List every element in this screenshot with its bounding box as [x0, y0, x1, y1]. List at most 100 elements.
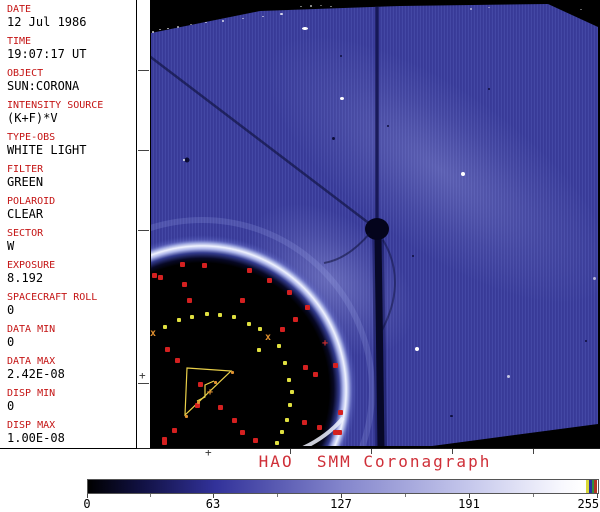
metadata-field: POLAROID CLEAR [7, 196, 136, 221]
dark-speck [450, 415, 453, 417]
field-label: TYPE-OBS [7, 132, 56, 143]
bottom-axis-tick [533, 449, 534, 454]
yellow-fiducial-dot [218, 313, 222, 317]
field-value: SUN:CORONA [7, 79, 80, 93]
red-fiducial-dot [333, 430, 338, 435]
red-fiducial-dot [253, 438, 258, 443]
image-title: HAO SMM Coronagraph [258, 452, 492, 471]
yellow-fiducial-dot [287, 378, 291, 382]
star-speck [167, 28, 169, 29]
yellow-fiducial-dot [190, 315, 194, 319]
orange-vertex-dot [197, 401, 200, 404]
pylon-knob [365, 218, 389, 240]
field-label: DISP MIN [7, 388, 56, 399]
dust-spot [184, 157, 190, 163]
colorbar-tick-label: 0 [83, 497, 91, 511]
colorbar-tick [341, 494, 342, 498]
colorbar-minor-tick [405, 494, 406, 497]
field-label: FILTER [7, 164, 44, 175]
yellow-fiducial-dot [277, 344, 281, 348]
metadata-field-list: DATE 12 Jul 1986 TIME 19:07:17 UT OBJECT SUN:… [7, 4, 136, 445]
yellow-fiducial-dot [290, 390, 294, 394]
field-value: 0 [7, 399, 15, 413]
red-fiducial-dot [182, 282, 187, 287]
field-value: 1.00E-08 [7, 431, 65, 445]
field-value: W [7, 239, 15, 253]
orange-vertex-dot [185, 415, 188, 418]
colorbar-minor-tick [533, 494, 534, 497]
yellow-fiducial-dot [280, 430, 284, 434]
field-label: OBJECT [7, 68, 44, 79]
star-speck [190, 24, 192, 25]
star-speck [415, 347, 419, 351]
star-speck [340, 97, 344, 100]
field-value: GREEN [7, 175, 44, 189]
yellow-fiducial-dot [257, 348, 261, 352]
red-fiducial-dot [202, 263, 207, 268]
star-speck [183, 159, 185, 161]
metadata-field: DATE 12 Jul 1986 [7, 4, 136, 29]
star-speck [302, 27, 308, 30]
field-label: POLAROID [7, 196, 56, 207]
star-speck [300, 6, 302, 7]
orange-vertex-dot [214, 381, 217, 384]
fiducial-cross-marker: + [322, 338, 329, 349]
red-fiducial-dot [240, 430, 245, 435]
image-bottom-border [137, 448, 600, 449]
dark-speck [488, 88, 490, 90]
bright-limb-arc [284, 416, 345, 446]
field-value: 0 [7, 335, 15, 349]
diagonal-wire-shadow [151, 54, 371, 225]
red-fiducial-dot [313, 372, 318, 377]
left-axis-tick [138, 383, 149, 384]
fiducial-cross-marker: + [207, 387, 214, 398]
colorbar-minor-tick [150, 494, 151, 497]
star-speck [280, 13, 283, 15]
yellow-fiducial-dot [288, 403, 292, 407]
yellow-fiducial-dot [275, 441, 279, 445]
red-fiducial-dot [303, 365, 308, 370]
field-label: DATA MAX [7, 356, 56, 367]
star-speck [507, 375, 510, 378]
red-fiducial-dot [162, 437, 167, 442]
field-label: INTENSITY SOURCE [7, 100, 104, 111]
red-fiducial-dot [302, 420, 307, 425]
red-fiducial-dot [337, 430, 342, 435]
metadata-field: TIME 19:07:17 UT [7, 36, 136, 61]
field-label: TIME [7, 36, 32, 47]
red-fiducial-dot [247, 268, 252, 273]
dark-speck [332, 137, 335, 140]
field-value: 19:07:17 UT [7, 47, 87, 61]
metadata-field: EXPOSURE 8.192 [7, 260, 136, 285]
metadata-sidebar: DATE 12 Jul 1986 TIME 19:07:17 UT OBJECT SUN:… [0, 0, 137, 449]
red-fiducial-dot [317, 425, 322, 430]
red-fiducial-dot [338, 410, 343, 415]
star-speck [159, 29, 161, 30]
star-speck [310, 5, 312, 7]
colorbar-tick-label: 191 [458, 497, 480, 511]
field-label: DISP MAX [7, 420, 56, 431]
red-fiducial-dot [232, 418, 237, 423]
occulting-disk [151, 235, 357, 446]
field-value: 8.192 [7, 271, 44, 285]
colorbar-tick-label: 255 [577, 497, 600, 511]
yellow-fiducial-dot [163, 325, 167, 329]
yellow-fiducial-dot [232, 315, 236, 319]
yellow-fiducial-dot [177, 318, 181, 322]
red-fiducial-dot [152, 273, 157, 278]
field-label: SPACECRAFT ROLL [7, 292, 98, 303]
field-label: EXPOSURE [7, 260, 56, 271]
metadata-field: DATA MIN 0 [7, 324, 136, 349]
colorbar [87, 479, 599, 494]
dark-speck [340, 55, 342, 57]
red-fiducial-dot [287, 290, 292, 295]
star-speck [593, 277, 596, 280]
dark-speck [412, 255, 414, 257]
red-fiducial-dot [187, 298, 192, 303]
red-fiducial-dot [305, 305, 310, 310]
metadata-field: DISP MAX 1.00E-08 [7, 420, 136, 445]
colorbar-tick [469, 494, 470, 498]
red-fiducial-dot [218, 405, 223, 410]
star-speck [222, 20, 224, 22]
